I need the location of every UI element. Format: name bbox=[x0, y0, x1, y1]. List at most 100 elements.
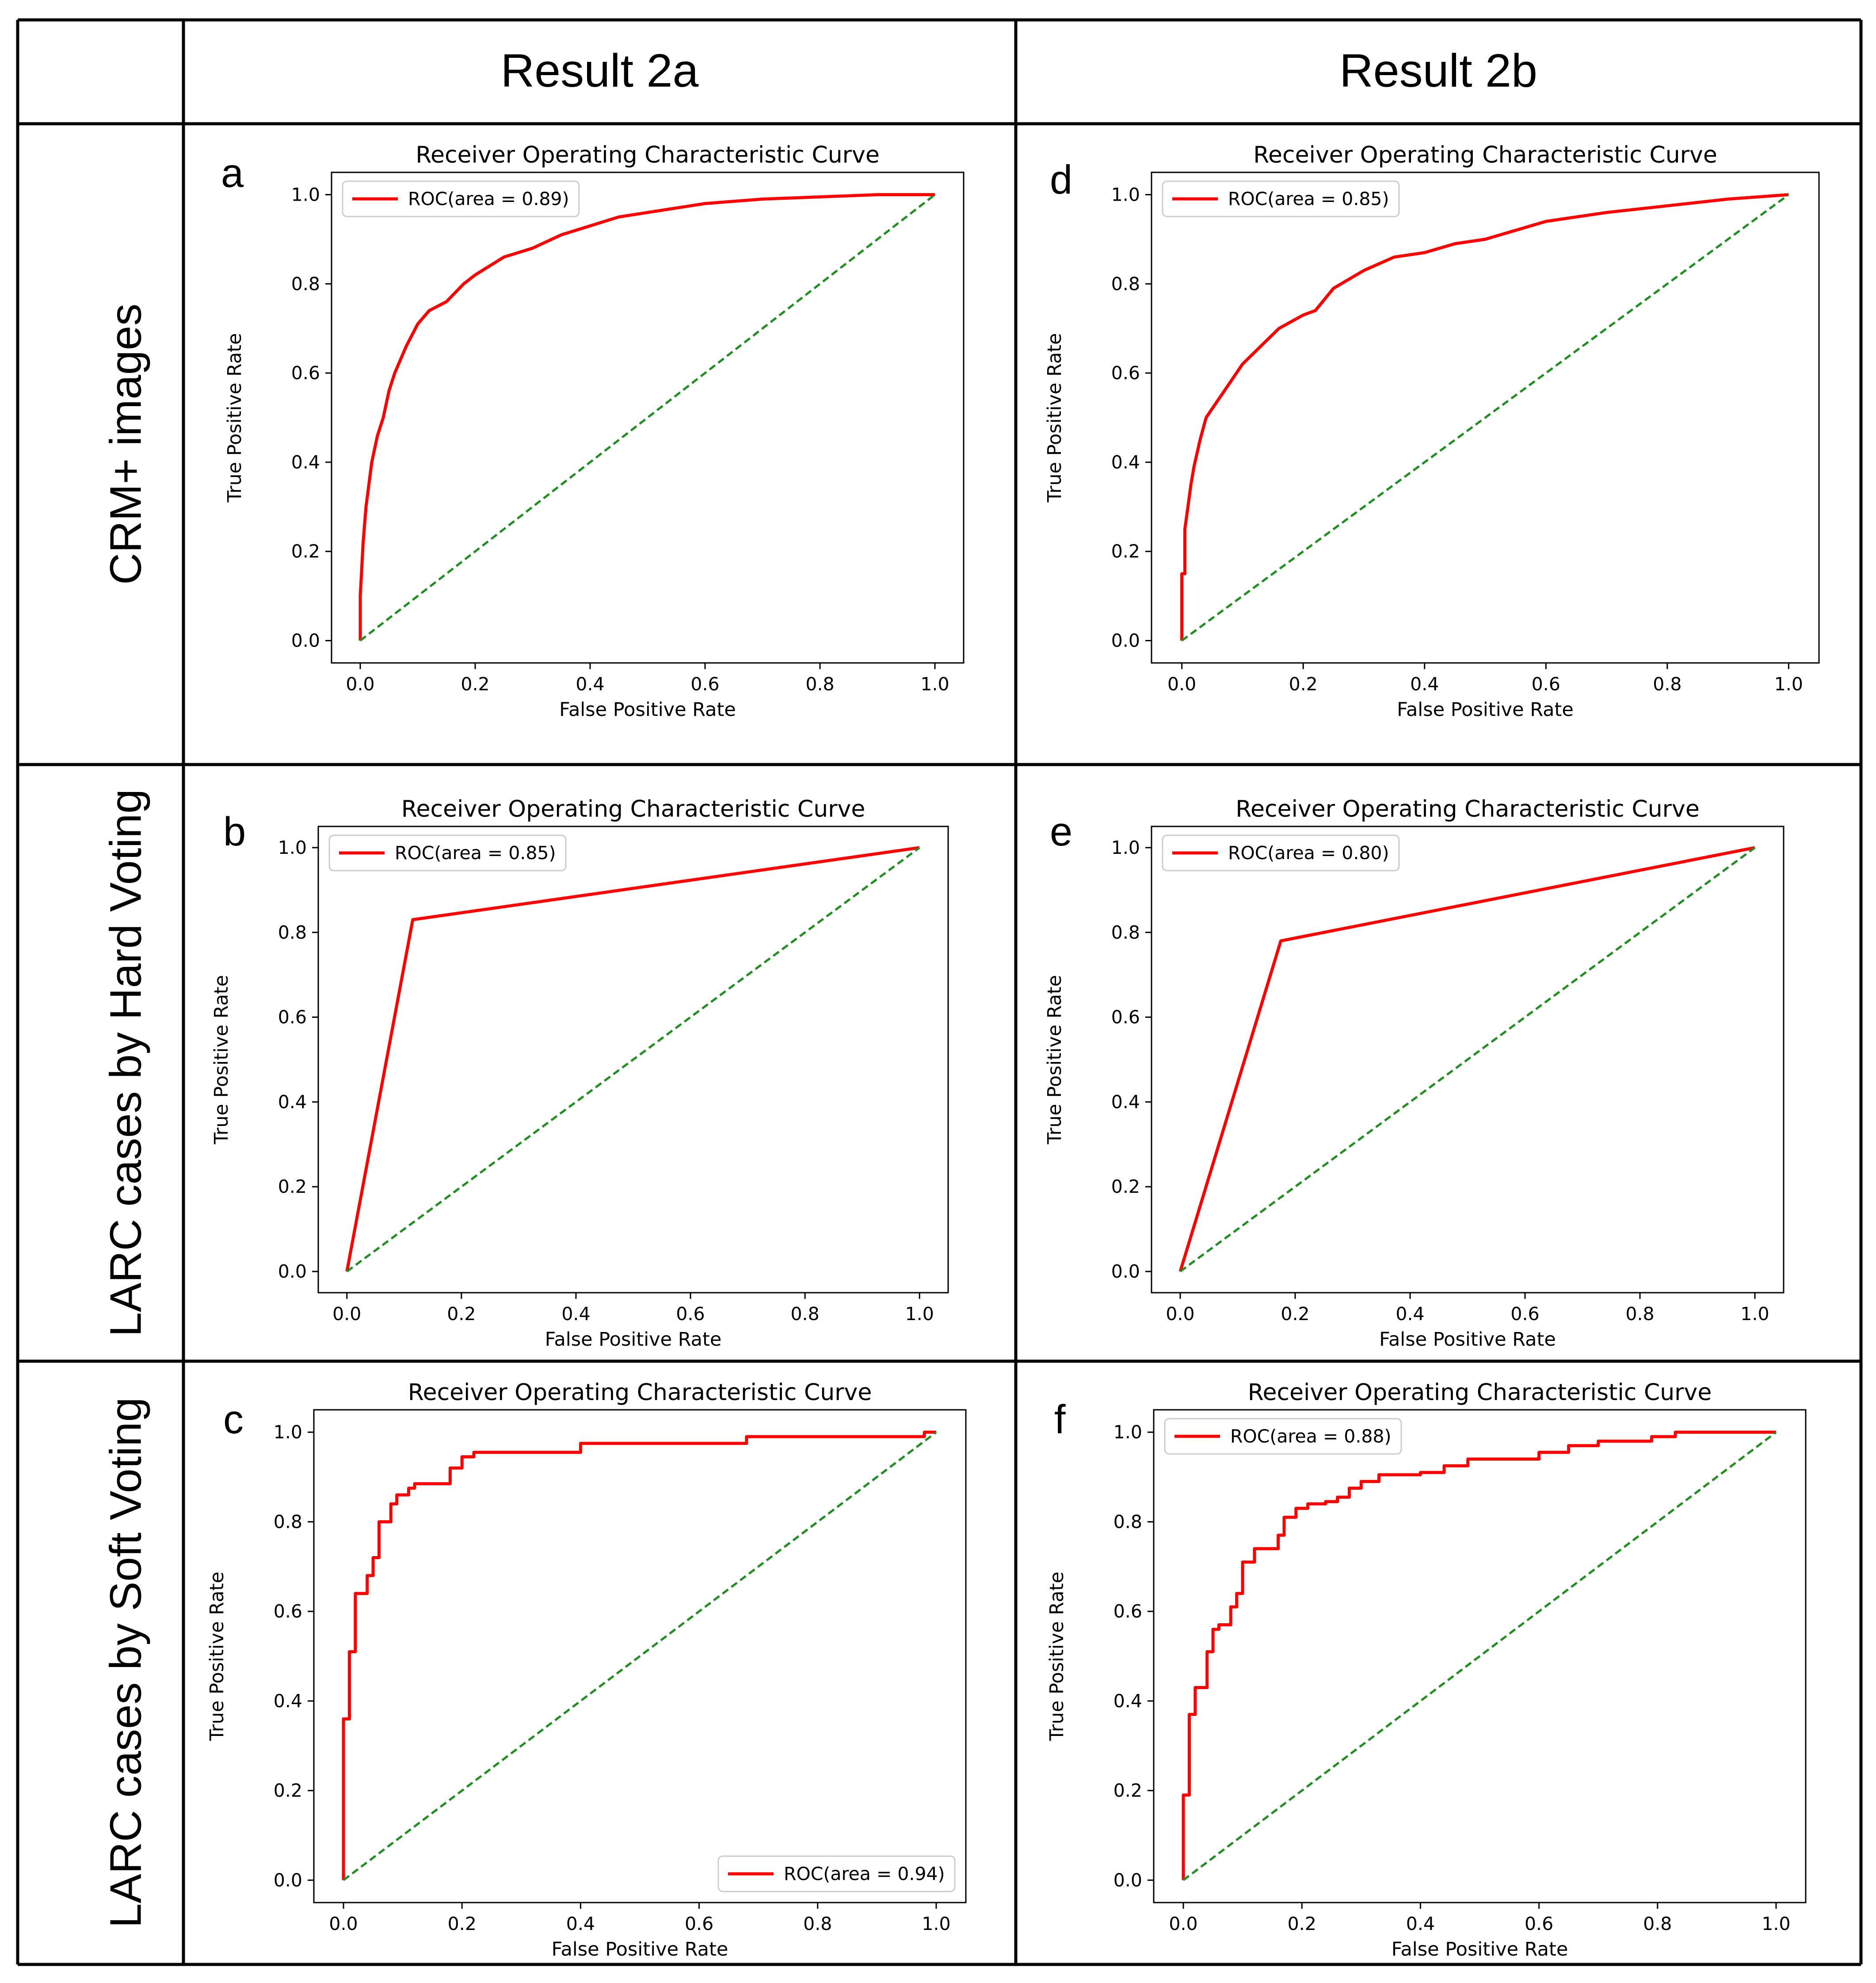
x-tick-label: 0.0 bbox=[1166, 1303, 1194, 1325]
y-tick-label: 1.0 bbox=[291, 184, 320, 205]
roc-curve-line bbox=[358, 193, 935, 641]
x-tick-label: 0.2 bbox=[1288, 1913, 1316, 1934]
x-tick-label: 0.6 bbox=[685, 1913, 713, 1934]
panel-letter: d bbox=[1050, 157, 1073, 202]
x-tick-label: 0.6 bbox=[676, 1303, 705, 1325]
y-axis-label: True Positive Rate bbox=[210, 975, 233, 1145]
x-tick-label: 0.2 bbox=[447, 1303, 476, 1325]
diagonal-reference-line bbox=[1181, 194, 1789, 642]
x-tick-label: 0.4 bbox=[1396, 1303, 1424, 1325]
diagonal-reference-line bbox=[346, 846, 920, 1273]
y-tick-label: 0.8 bbox=[274, 1511, 302, 1532]
y-tick-label: 0.2 bbox=[1111, 541, 1140, 562]
x-tick-label: 0.8 bbox=[1643, 1913, 1672, 1934]
chart-title: Receiver Operating Characteristic Curve bbox=[1253, 142, 1717, 168]
x-tick-label: 0.6 bbox=[1525, 1913, 1553, 1934]
y-axis-label: True Positive Rate bbox=[1046, 1572, 1068, 1741]
x-tick-label: 1.0 bbox=[922, 1913, 950, 1934]
y-tick-label: 0.4 bbox=[1111, 1091, 1140, 1112]
y-tick-label: 0.6 bbox=[1113, 1601, 1142, 1622]
diagonal-reference-line bbox=[1182, 1431, 1777, 1881]
x-tick-label: 0.0 bbox=[1167, 674, 1196, 695]
y-tick-label: 0.6 bbox=[274, 1601, 302, 1622]
x-tick-label: 0.2 bbox=[448, 1913, 477, 1934]
roc-curve-line bbox=[342, 1431, 936, 1880]
x-axis-label: False Positive Rate bbox=[1392, 1938, 1568, 1960]
column-header-result-2b: Result 2b bbox=[1339, 45, 1537, 97]
chart-title: Receiver Operating Characteristic Curve bbox=[1248, 1379, 1712, 1406]
chart-title: Receiver Operating Characteristic Curve bbox=[401, 796, 866, 822]
column-header-result-2a: Result 2a bbox=[500, 45, 699, 97]
y-tick-label: 0.0 bbox=[1113, 1869, 1142, 1891]
chart-title: Receiver Operating Characteristic Curve bbox=[408, 1379, 872, 1406]
chart-title: Receiver Operating Characteristic Curve bbox=[1235, 796, 1700, 822]
x-tick-label: 0.6 bbox=[1532, 674, 1560, 695]
x-tick-label: 0.4 bbox=[561, 1303, 590, 1325]
y-tick-label: 0.0 bbox=[274, 1869, 302, 1891]
y-tick-label: 0.8 bbox=[278, 922, 307, 943]
x-tick-label: 0.0 bbox=[332, 1303, 361, 1325]
legend-box bbox=[328, 834, 567, 872]
x-tick-label: 1.0 bbox=[1762, 1913, 1790, 1934]
y-tick-label: 0.6 bbox=[1111, 1007, 1140, 1028]
plot-frame bbox=[1153, 1409, 1807, 1903]
x-axis-label: False Positive Rate bbox=[545, 1328, 722, 1351]
plot-frame bbox=[313, 1409, 967, 1903]
x-axis-label: False Positive Rate bbox=[559, 699, 736, 721]
y-tick-label: 0.4 bbox=[1113, 1690, 1142, 1712]
x-tick-label: 0.2 bbox=[1289, 674, 1318, 695]
panel-letter: a bbox=[221, 151, 244, 196]
x-tick-label: 0.4 bbox=[566, 1913, 595, 1934]
y-tick-label: 0.2 bbox=[278, 1176, 307, 1197]
legend-label: ROC(area = 0.88) bbox=[1230, 1426, 1392, 1447]
x-tick-label: 0.0 bbox=[1169, 1913, 1197, 1934]
y-tick-label: 0.2 bbox=[274, 1780, 302, 1801]
legend-box bbox=[1164, 1418, 1402, 1455]
roc-curve-line bbox=[1180, 193, 1789, 641]
y-tick-label: 0.0 bbox=[278, 1261, 307, 1282]
y-axis-label: True Positive Rate bbox=[1044, 333, 1066, 502]
y-tick-label: 0.4 bbox=[1111, 452, 1140, 473]
y-tick-label: 1.0 bbox=[1111, 184, 1140, 205]
y-tick-label: 0.0 bbox=[1111, 1261, 1140, 1282]
y-axis-label: True Positive Rate bbox=[1044, 975, 1066, 1145]
plot-frame bbox=[317, 826, 949, 1294]
x-tick-label: 0.0 bbox=[346, 674, 374, 695]
y-tick-label: 0.8 bbox=[1111, 922, 1140, 943]
y-axis-label: True Positive Rate bbox=[224, 333, 246, 502]
y-tick-label: 0.8 bbox=[1113, 1511, 1142, 1532]
y-tick-label: 0.2 bbox=[1111, 1176, 1140, 1197]
y-tick-label: 0.8 bbox=[1111, 273, 1140, 294]
x-tick-label: 0.4 bbox=[1406, 1913, 1435, 1934]
legend-box bbox=[1162, 834, 1400, 872]
legend-box bbox=[1162, 180, 1400, 217]
y-axis-label: True Positive Rate bbox=[206, 1572, 228, 1741]
x-tick-label: 0.8 bbox=[803, 1913, 832, 1934]
roc-curve-line bbox=[1182, 1431, 1776, 1880]
y-tick-label: 0.4 bbox=[274, 1690, 302, 1712]
panel-letter: e bbox=[1050, 809, 1073, 854]
chart-title: Receiver Operating Characteristic Curve bbox=[416, 142, 880, 168]
y-tick-label: 1.0 bbox=[278, 837, 307, 858]
legend-label: ROC(area = 0.80) bbox=[1228, 842, 1389, 864]
x-tick-label: 0.0 bbox=[329, 1913, 358, 1934]
panel-letter: c bbox=[223, 1397, 244, 1442]
x-tick-label: 1.0 bbox=[1740, 1303, 1769, 1325]
plot-frame bbox=[1151, 171, 1820, 664]
x-tick-label: 0.8 bbox=[1653, 674, 1682, 695]
x-axis-label: False Positive Rate bbox=[552, 1938, 728, 1960]
x-tick-label: 1.0 bbox=[920, 674, 949, 695]
legend-label: ROC(area = 0.85) bbox=[1228, 188, 1389, 209]
y-tick-label: 0.6 bbox=[278, 1007, 307, 1028]
y-tick-label: 0.2 bbox=[291, 541, 320, 562]
y-tick-label: 1.0 bbox=[1111, 837, 1140, 858]
legend-label: ROC(area = 0.89) bbox=[408, 188, 569, 209]
panel-letter: f bbox=[1054, 1397, 1066, 1442]
